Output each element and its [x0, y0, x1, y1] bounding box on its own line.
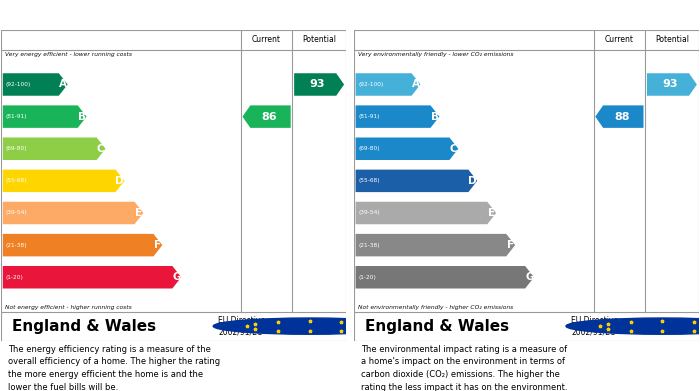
Text: 86: 86 — [261, 111, 277, 122]
Text: (39-54): (39-54) — [6, 210, 27, 215]
Circle shape — [214, 318, 406, 334]
Polygon shape — [356, 138, 459, 160]
Text: C: C — [450, 144, 457, 154]
Text: (69-80): (69-80) — [6, 146, 27, 151]
Text: Current: Current — [252, 36, 281, 45]
Text: (1-20): (1-20) — [6, 275, 23, 280]
Polygon shape — [356, 266, 534, 289]
Text: Not environmentally friendly - higher CO₂ emissions: Not environmentally friendly - higher CO… — [358, 305, 513, 310]
Polygon shape — [3, 106, 87, 128]
Text: G: G — [172, 272, 181, 282]
Text: (81-91): (81-91) — [358, 114, 380, 119]
Text: 88: 88 — [614, 111, 629, 122]
Circle shape — [566, 318, 700, 334]
Text: Energy Efficiency Rating: Energy Efficiency Rating — [10, 9, 193, 22]
Text: The environmental impact rating is a measure of
a home's impact on the environme: The environmental impact rating is a mea… — [361, 344, 568, 391]
Text: England & Wales: England & Wales — [365, 319, 509, 334]
Polygon shape — [3, 234, 162, 256]
Text: Not energy efficient - higher running costs: Not energy efficient - higher running co… — [5, 305, 132, 310]
Text: Potential: Potential — [302, 36, 336, 45]
Polygon shape — [356, 73, 421, 96]
Polygon shape — [356, 106, 440, 128]
Text: (39-54): (39-54) — [358, 210, 380, 215]
Text: Environmental Impact (CO₂) Rating: Environmental Impact (CO₂) Rating — [363, 9, 625, 22]
Polygon shape — [595, 106, 643, 128]
Polygon shape — [3, 138, 106, 160]
Polygon shape — [294, 73, 344, 96]
Text: D: D — [116, 176, 124, 186]
Text: B: B — [78, 111, 86, 122]
Text: G: G — [525, 272, 533, 282]
Polygon shape — [3, 73, 68, 96]
Text: B: B — [430, 111, 439, 122]
Text: E: E — [488, 208, 495, 218]
Polygon shape — [356, 234, 515, 256]
Text: C: C — [97, 144, 104, 154]
Text: A: A — [59, 79, 67, 90]
Text: (21-38): (21-38) — [358, 243, 380, 248]
Text: (92-100): (92-100) — [358, 82, 384, 87]
Text: (1-20): (1-20) — [358, 275, 376, 280]
Text: Very energy efficient - lower running costs: Very energy efficient - lower running co… — [5, 52, 132, 57]
Text: D: D — [468, 176, 477, 186]
Text: F: F — [154, 240, 161, 250]
Text: Very environmentally friendly - lower CO₂ emissions: Very environmentally friendly - lower CO… — [358, 52, 513, 57]
Polygon shape — [3, 266, 181, 289]
Polygon shape — [3, 170, 125, 192]
Text: (69-80): (69-80) — [358, 146, 380, 151]
Text: (81-91): (81-91) — [6, 114, 27, 119]
Text: E: E — [135, 208, 142, 218]
Text: (21-38): (21-38) — [6, 243, 27, 248]
Polygon shape — [242, 106, 290, 128]
Polygon shape — [647, 73, 697, 96]
Text: England & Wales: England & Wales — [12, 319, 156, 334]
Text: The energy efficiency rating is a measure of the
overall efficiency of a home. T: The energy efficiency rating is a measur… — [8, 344, 220, 391]
Text: (55-68): (55-68) — [358, 178, 380, 183]
Polygon shape — [356, 202, 496, 224]
Polygon shape — [356, 170, 477, 192]
Text: Potential: Potential — [655, 36, 689, 45]
Text: EU Directive
2002/91/EC: EU Directive 2002/91/EC — [571, 316, 618, 337]
Polygon shape — [3, 202, 144, 224]
Text: Current: Current — [605, 36, 634, 45]
Text: 93: 93 — [663, 79, 678, 90]
Text: 93: 93 — [310, 79, 326, 90]
Text: EU Directive
2002/91/EC: EU Directive 2002/91/EC — [218, 316, 265, 337]
Text: F: F — [507, 240, 514, 250]
Text: (92-100): (92-100) — [6, 82, 31, 87]
Text: (55-68): (55-68) — [6, 178, 27, 183]
Text: A: A — [412, 79, 420, 90]
